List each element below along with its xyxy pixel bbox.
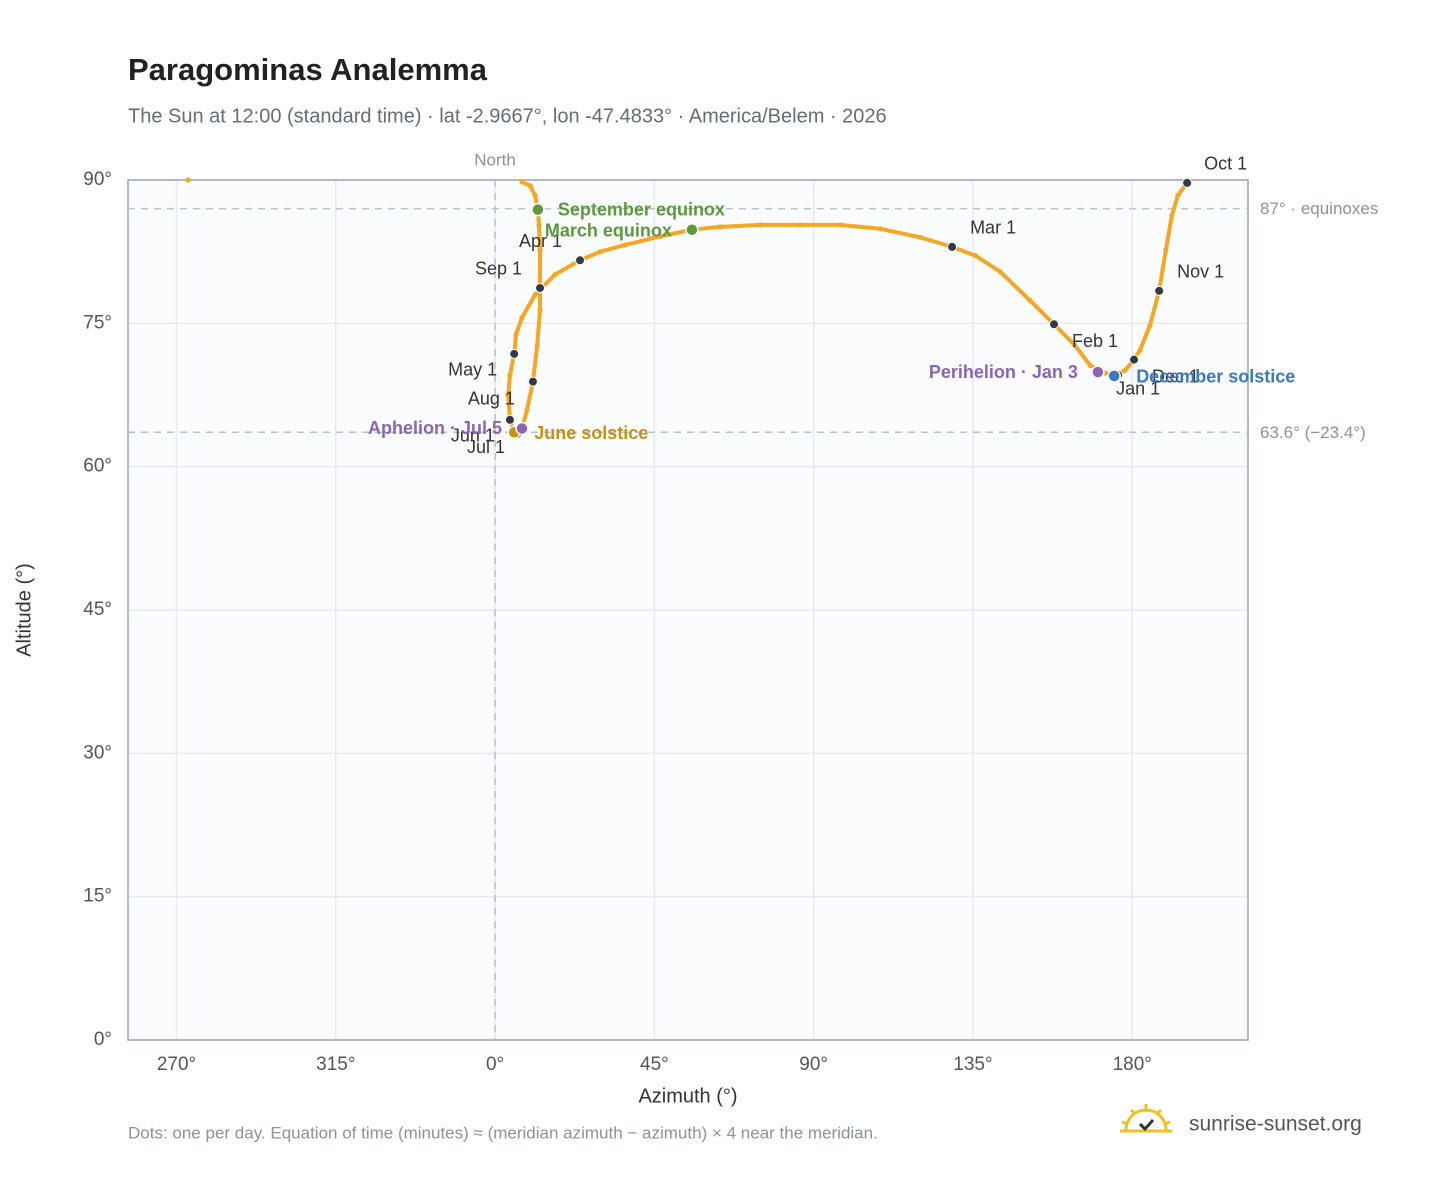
day-dot	[622, 242, 628, 248]
y-axis-label: Altitude (°)	[13, 563, 35, 657]
event-label: September equinox	[558, 199, 725, 219]
day-dot	[505, 392, 511, 398]
y-tick-label: 90°	[83, 169, 112, 190]
day-dot	[534, 342, 540, 348]
month-label: Jul 1	[467, 437, 505, 457]
brand-name: sunrise-sunset.org	[1189, 1113, 1362, 1136]
brand-logo	[1120, 1104, 1172, 1133]
event-dot	[531, 202, 545, 217]
analemma-path	[506, 180, 1119, 437]
day-dot	[537, 307, 543, 313]
month-label: Oct 1	[1204, 154, 1247, 174]
month-label: Nov 1	[1177, 262, 1224, 282]
day-dot	[1147, 322, 1153, 328]
month-label: Mar 1	[970, 218, 1016, 238]
day-dot	[513, 332, 519, 338]
footnote: Dots: one per day. Equation of time (min…	[128, 1123, 878, 1142]
day-dot	[532, 292, 538, 298]
x-axis-label: Azimuth (°)	[638, 1085, 737, 1107]
month-label: Dec 1	[1152, 366, 1199, 386]
y-tick-label: 60°	[83, 456, 112, 477]
day-dot	[797, 222, 803, 228]
analemma-path	[1113, 181, 1189, 378]
day-dot	[536, 222, 542, 228]
event-label: June solstice	[534, 423, 648, 443]
event-label: Perihelion · Jan 3	[929, 362, 1078, 382]
day-dot	[1137, 347, 1143, 353]
day-dot	[524, 407, 530, 413]
reference-label: North	[474, 150, 516, 169]
y-tick-label: 45°	[83, 599, 112, 620]
y-tick-label: 30°	[83, 742, 112, 763]
day-dot	[1027, 297, 1033, 303]
day-dot	[972, 252, 978, 259]
day-dot	[657, 233, 663, 239]
event-dot	[1107, 369, 1121, 383]
day-dot	[717, 224, 723, 230]
day-dot	[527, 183, 533, 189]
x-tick-label: 0°	[486, 1054, 504, 1075]
plot-border	[127, 179, 1249, 1041]
day-dot	[537, 247, 543, 253]
month-dot	[1154, 285, 1165, 296]
day-dot	[507, 372, 513, 378]
month-dot	[509, 348, 520, 359]
day-dot	[997, 269, 1003, 275]
day-dot	[185, 177, 191, 183]
day-dot	[519, 315, 525, 321]
day-dot	[1087, 362, 1093, 368]
month-dot	[1049, 319, 1060, 330]
event-label: Aphelion · Jul 5	[368, 418, 502, 438]
day-dot	[1163, 247, 1169, 253]
y-tick-label: 15°	[83, 886, 112, 907]
month-label: Aug 1	[468, 388, 515, 408]
x-tick-label: 270°	[157, 1054, 196, 1075]
month-dot	[1182, 177, 1193, 188]
month-dot	[1129, 354, 1140, 365]
reference-label: 63.6° (−23.4°)	[1260, 423, 1366, 442]
day-dot	[917, 234, 923, 240]
day-dot	[877, 226, 883, 232]
month-label: Sep 1	[475, 259, 522, 279]
day-dot	[1072, 342, 1078, 348]
month-dot	[504, 414, 515, 425]
day-dot	[1175, 192, 1181, 198]
month-dot	[575, 255, 586, 266]
month-dot	[527, 376, 538, 387]
month-label: Feb 1	[1072, 331, 1118, 351]
day-dot	[519, 179, 525, 185]
reference-label: 87° · equinoxes	[1260, 199, 1378, 218]
day-dot	[532, 192, 538, 198]
chart-title: Paragominas Analemma	[128, 52, 488, 87]
chart-subtitle: The Sun at 12:00 (standard time) · lat -…	[128, 105, 887, 127]
day-dot	[597, 249, 603, 255]
event-label: March equinox	[545, 220, 672, 240]
month-dot	[947, 241, 958, 252]
day-dot	[757, 222, 763, 228]
event-dot	[515, 421, 529, 436]
y-tick-label: 75°	[83, 312, 112, 333]
event-dot	[1091, 365, 1105, 379]
y-tick-label: 0°	[94, 1029, 112, 1050]
x-tick-label: 180°	[1113, 1054, 1152, 1075]
month-label: Jan 1	[1116, 379, 1160, 399]
month-label: May 1	[448, 360, 497, 380]
day-dot	[552, 272, 558, 278]
event-label: December solstice	[1136, 367, 1295, 387]
month-label: Apr 1	[519, 231, 562, 251]
day-dot	[837, 222, 843, 228]
month-dot	[535, 282, 546, 293]
event-dot	[685, 222, 699, 237]
day-dot	[1122, 367, 1128, 373]
x-tick-label: 90°	[799, 1054, 828, 1075]
x-tick-label: 45°	[640, 1054, 669, 1075]
x-tick-label: 135°	[953, 1054, 992, 1075]
day-dot	[1169, 212, 1175, 218]
x-tick-label: 315°	[316, 1054, 355, 1075]
month-label: Jun 1	[451, 426, 495, 446]
